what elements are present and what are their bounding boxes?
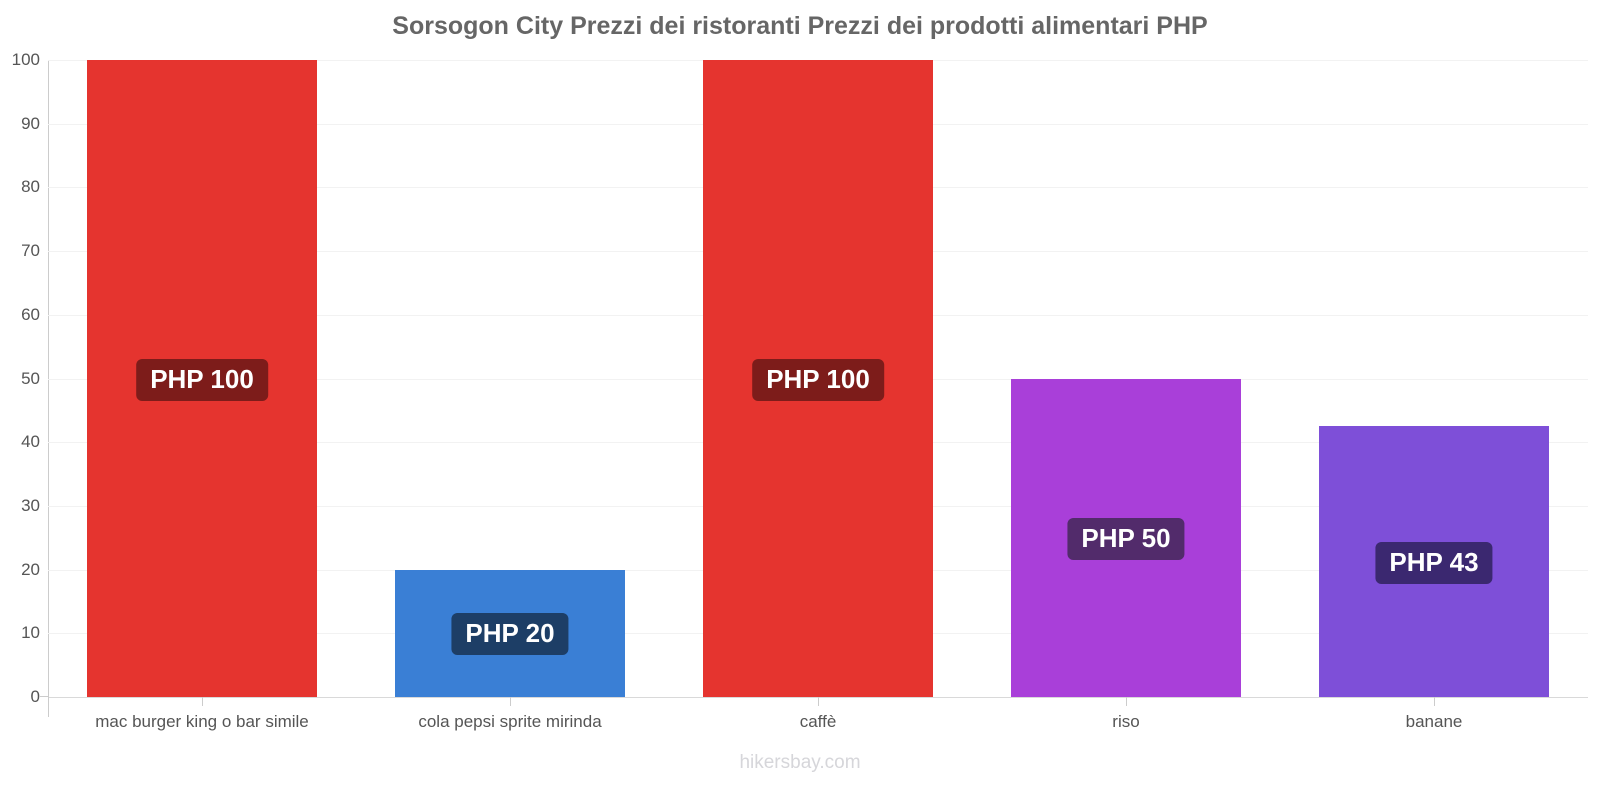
y-tick-label: 70 [21, 241, 40, 261]
bar-value-label: PHP 20 [451, 613, 569, 656]
y-tick-label: 90 [21, 113, 40, 133]
y-tick-label: 0 [30, 687, 40, 706]
y-tick-label: 60 [21, 304, 40, 324]
x-tick [1434, 697, 1435, 706]
x-tick-label: caffè [799, 712, 837, 731]
bar-value-label: PHP 100 [136, 358, 268, 401]
bars-layer: PHP 100 PHP 20 PHP 100 PHP 50 PHP 43 [48, 60, 1588, 697]
y-axis-origin-tick [48, 697, 49, 717]
bar[interactable]: PHP 43 [1319, 426, 1549, 697]
x-tick [510, 697, 511, 706]
bar-value-label: PHP 43 [1375, 541, 1493, 584]
y-tick-label: 100 [11, 50, 40, 69]
bar[interactable]: PHP 20 [395, 569, 625, 697]
bar[interactable]: PHP 100 [87, 60, 317, 697]
chart-title: Sorsogon City Prezzi dei ristoranti Prez… [392, 12, 1208, 40]
y-tick-label: 30 [21, 495, 40, 515]
y-tick-label: 50 [21, 368, 40, 388]
bar-value-label: PHP 100 [752, 358, 884, 401]
bar[interactable]: PHP 100 [703, 60, 933, 697]
y-tick-label: 20 [21, 559, 40, 579]
bar[interactable]: PHP 50 [1011, 378, 1241, 697]
x-tick [1126, 697, 1127, 706]
x-tick-label: riso [1112, 712, 1140, 731]
bar-value-label: PHP 50 [1067, 517, 1185, 560]
x-tick [818, 697, 819, 706]
y-axis-tick-labels: 0 10 20 30 40 50 60 70 80 90 100 [0, 50, 40, 706]
x-axis-tick-labels: mac burger king o bar simile cola pepsi s… [48, 697, 1588, 742]
plot-area: PHP 100 PHP 20 PHP 100 PHP 50 PHP 43 [48, 60, 1588, 698]
x-axis-origin-tick [40, 696, 49, 697]
y-tick-label: 40 [21, 432, 40, 452]
x-tick-label: mac burger king o bar simile [95, 712, 309, 731]
x-tick-label: banane [1405, 712, 1463, 731]
y-tick-label: 80 [21, 177, 40, 197]
source-watermark: hikersbay.com [739, 752, 861, 773]
y-tick-label: 10 [21, 623, 40, 643]
x-tick-label: cola pepsi sprite mirinda [418, 712, 602, 731]
x-tick [202, 697, 203, 706]
